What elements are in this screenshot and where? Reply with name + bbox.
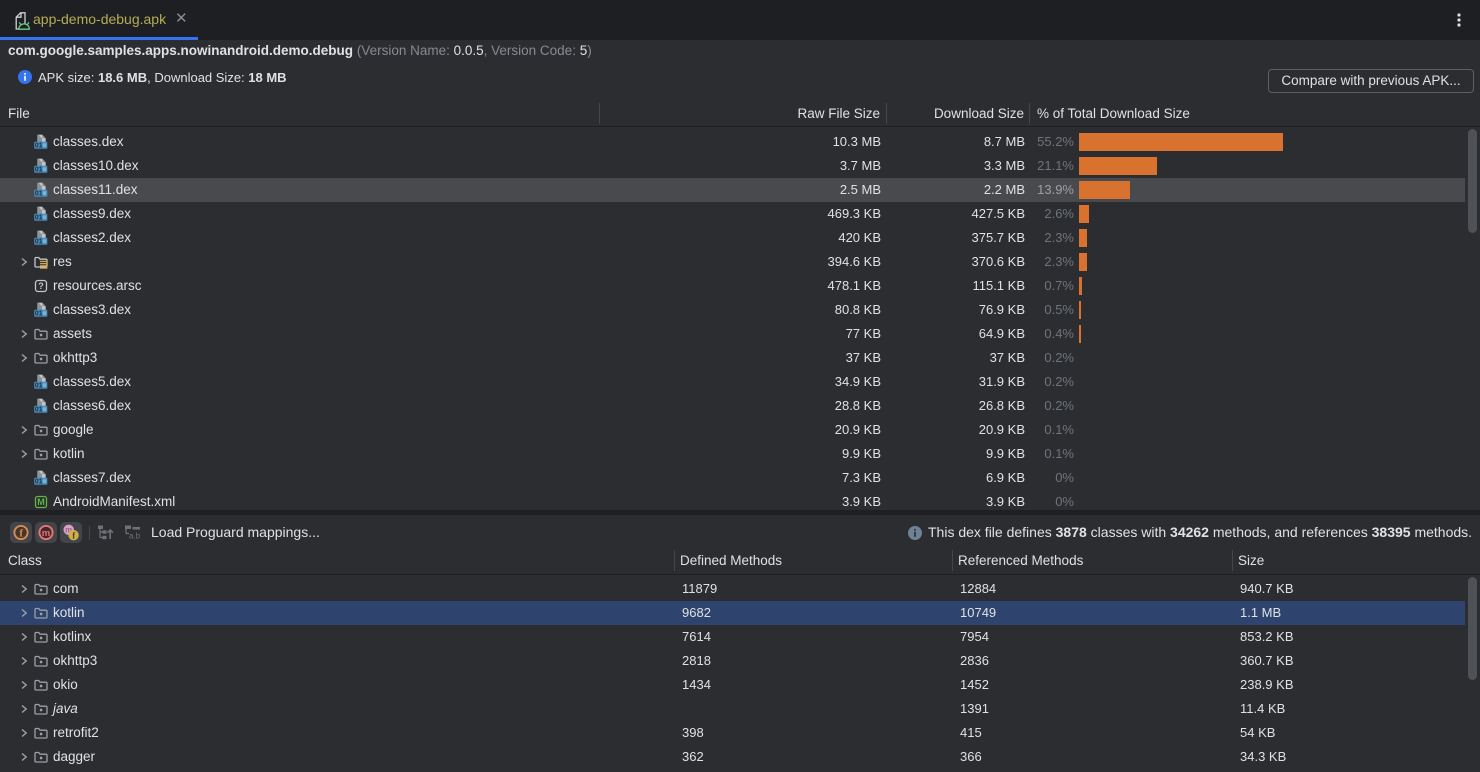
svg-text:m: m	[42, 528, 50, 539]
svg-text:m: m	[65, 526, 72, 535]
svg-text:f: f	[19, 528, 23, 540]
svg-text:f: f	[72, 530, 76, 540]
svg-text:a.b: a.b	[129, 532, 141, 541]
